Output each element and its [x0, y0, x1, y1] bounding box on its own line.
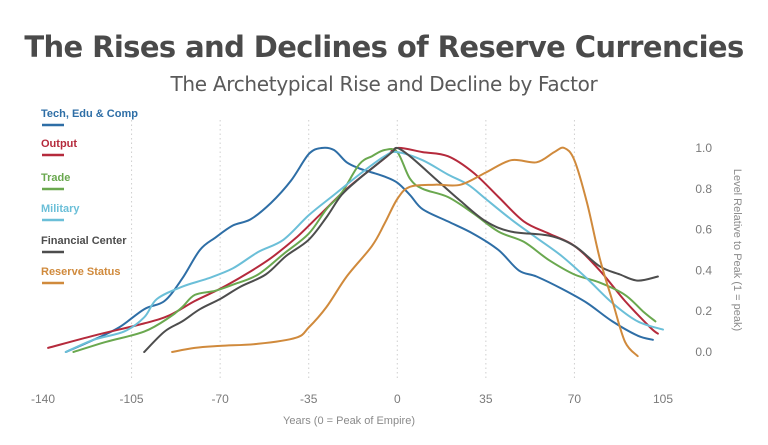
- y-tick-label: 0.8: [695, 182, 712, 196]
- series-line-financial-center: [143, 146, 659, 353]
- y-tick-label: 0.6: [695, 223, 712, 237]
- x-tick-label: -35: [300, 392, 318, 406]
- legend-label-tech-edu-comp: Tech, Edu & Comp: [41, 108, 138, 120]
- y-axis-ticks: 0.0 0.2 0.4 0.6 0.8 1.0: [695, 141, 712, 359]
- x-tick-label: -105: [120, 392, 144, 406]
- x-axis-ticks: -140 -105 -70 -35 0 35 70 105: [31, 392, 673, 406]
- chart-subtitle: The Archetypical Rise and Decline by Fac…: [170, 72, 598, 96]
- series-line-reserve-status: [171, 146, 639, 358]
- legend: Tech, Edu & Comp Output Trade Military Finan…: [41, 108, 138, 285]
- legend-label-reserve-status: Reserve Status: [41, 266, 121, 278]
- grid-lines: [131, 120, 575, 378]
- x-tick-label: -140: [31, 392, 55, 406]
- x-tick-label: 0: [394, 392, 401, 406]
- x-tick-label: -70: [211, 392, 229, 406]
- x-axis-label: Years (0 = Peak of Empire): [283, 415, 415, 427]
- y-tick-label: 1.0: [695, 141, 712, 155]
- legend-label-military: Military: [41, 203, 80, 215]
- y-tick-label: 0.0: [695, 345, 712, 359]
- legend-label-financial-center: Financial Center: [41, 235, 127, 247]
- x-tick-label: 35: [479, 392, 493, 406]
- series-line-military: [64, 150, 664, 353]
- y-tick-label: 0.2: [695, 304, 712, 318]
- chart-title: The Rises and Declines of Reserve Curren…: [24, 30, 744, 64]
- series-lines: [47, 146, 664, 358]
- series-line-tech-edu-comp: [64, 146, 654, 353]
- y-axis-label: Level Relative to Peak (1 = peak): [731, 169, 743, 331]
- y-tick-label: 0.4: [695, 263, 712, 277]
- series-line-trade: [72, 148, 657, 353]
- legend-label-output: Output: [41, 138, 77, 150]
- x-tick-label: 105: [653, 392, 673, 406]
- x-tick-label: 70: [568, 392, 582, 406]
- series-line-output: [47, 146, 659, 349]
- legend-label-trade: Trade: [41, 172, 70, 184]
